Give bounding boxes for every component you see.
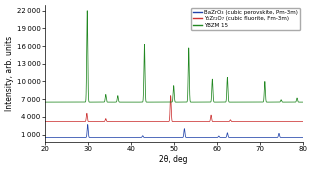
YBZM 15 — [81, 101, 85, 103]
BaZrO₃ (cubic perovskite, Pm‑3m) — [301, 136, 305, 138]
Y₂Zr₂O₇ (cubic fluorite, Fm‑3m) — [301, 120, 305, 123]
YBZM 15 — [200, 101, 203, 103]
BaZrO₃ (cubic perovskite, Pm‑3m) — [110, 136, 113, 138]
Y₂Zr₂O₇ (cubic fluorite, Fm‑3m) — [178, 120, 182, 123]
YBZM 15 — [85, 10, 89, 12]
Y₂Zr₂O₇ (cubic fluorite, Fm‑3m) — [200, 120, 203, 123]
BaZrO₃ (cubic perovskite, Pm‑3m) — [178, 136, 182, 138]
Y₂Zr₂O₇ (cubic fluorite, Fm‑3m) — [43, 120, 46, 123]
Y₂Zr₂O₇ (cubic fluorite, Fm‑3m) — [110, 120, 113, 123]
Y₂Zr₂O₇ (cubic fluorite, Fm‑3m) — [81, 120, 85, 123]
BaZrO₃ (cubic perovskite, Pm‑3m) — [81, 136, 85, 138]
Line: Y₂Zr₂O₇ (cubic fluorite, Fm‑3m): Y₂Zr₂O₇ (cubic fluorite, Fm‑3m) — [45, 96, 303, 122]
Y-axis label: Intensity, arb. units: Intensity, arb. units — [5, 36, 14, 111]
Y₂Zr₂O₇ (cubic fluorite, Fm‑3m) — [175, 120, 179, 123]
Line: BaZrO₃ (cubic perovskite, Pm‑3m): BaZrO₃ (cubic perovskite, Pm‑3m) — [45, 125, 303, 137]
YBZM 15 — [301, 101, 305, 103]
Line: YBZM 15: YBZM 15 — [45, 11, 303, 102]
BaZrO₃ (cubic perovskite, Pm‑3m) — [56, 136, 60, 138]
YBZM 15 — [43, 101, 46, 103]
YBZM 15 — [175, 101, 179, 103]
BaZrO₃ (cubic perovskite, Pm‑3m) — [86, 124, 90, 126]
YBZM 15 — [178, 101, 182, 103]
Legend: BaZrO₃ (cubic perovskite, Pm‑3m), Y₂Zr₂O₇ (cubic fluorite, Fm‑3m), YBZM 15: BaZrO₃ (cubic perovskite, Pm‑3m), Y₂Zr₂O… — [191, 8, 300, 30]
Y₂Zr₂O₇ (cubic fluorite, Fm‑3m) — [56, 120, 60, 123]
BaZrO₃ (cubic perovskite, Pm‑3m) — [200, 136, 203, 138]
YBZM 15 — [110, 101, 113, 103]
BaZrO₃ (cubic perovskite, Pm‑3m) — [175, 136, 179, 138]
YBZM 15 — [56, 101, 60, 103]
Y₂Zr₂O₇ (cubic fluorite, Fm‑3m) — [169, 95, 173, 97]
BaZrO₃ (cubic perovskite, Pm‑3m) — [43, 136, 46, 138]
X-axis label: 2θ, deg: 2θ, deg — [159, 155, 188, 164]
